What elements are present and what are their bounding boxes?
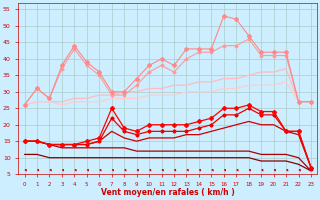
X-axis label: Vent moyen/en rafales ( km/h ): Vent moyen/en rafales ( km/h ) [101, 188, 235, 197]
